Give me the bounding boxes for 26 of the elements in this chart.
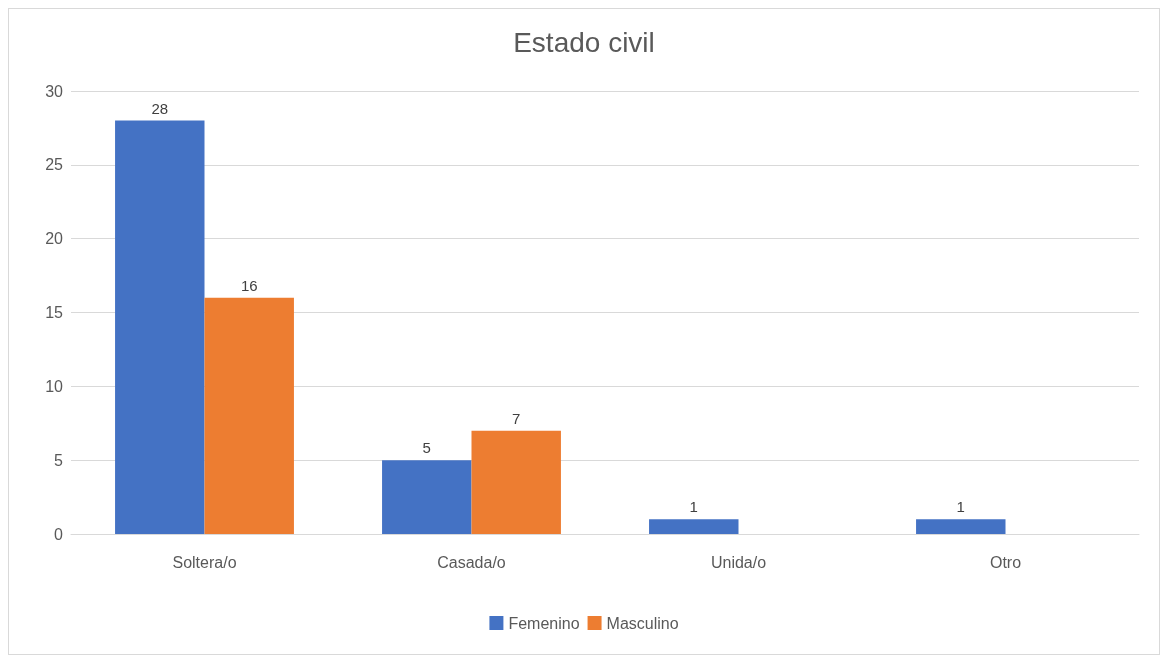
bar [382,460,472,534]
bar [649,519,739,534]
legend-label: Femenino [508,614,580,632]
y-tick-label: 30 [45,82,64,100]
y-tick-label: 5 [54,451,64,469]
data-label: 28 [151,99,169,117]
chart-title: Estado civil [513,26,655,58]
bar [916,519,1006,534]
x-tick-label: Unida/o [710,553,767,571]
bar [204,297,294,534]
data-label: 1 [689,498,698,516]
y-tick-label: 20 [45,230,64,248]
legend-label: Masculino [606,614,679,632]
data-label: 5 [422,439,431,457]
y-tick-label: 25 [45,156,64,174]
x-tick-label: Otro [989,553,1022,571]
x-tick-label: Casada/o [437,553,506,571]
y-tick-label: 15 [45,304,64,321]
x-tick-label: Soltera/o [172,553,237,571]
y-tick-label: 0 [54,525,64,543]
data-label: 1 [956,498,965,516]
y-tick-label: 10 [45,377,64,395]
bar [115,120,205,534]
data-label: 16 [240,276,258,294]
bar [471,430,561,534]
data-label: 7 [512,409,521,427]
